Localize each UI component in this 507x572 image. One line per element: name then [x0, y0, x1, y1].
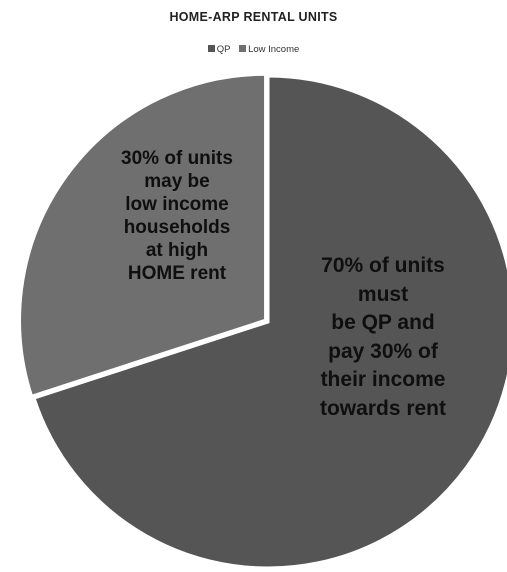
slice-label-low-income-line: HOME rent [127, 263, 227, 284]
slice-label-qp-line: towards rent [319, 396, 447, 420]
slice-label-qp: 70% of units must be QP and pay 30% of t… [283, 252, 483, 423]
slice-label-low-income-line: households [123, 217, 231, 238]
slice-label-qp-line: must [357, 282, 409, 306]
legend-label-low-income: Low Income [248, 44, 300, 55]
pie-slice-qp [32, 74, 507, 570]
legend-swatch-qp [207, 45, 215, 52]
legend-entry-low-income: Low Income [239, 44, 299, 55]
slice-label-low-income-line: may be [144, 171, 210, 192]
chart-title: HOME-ARP RENTAL UNITS [169, 10, 338, 24]
pie-slice-low-income [18, 72, 268, 399]
slice-label-low-income-line: at high [145, 240, 209, 261]
slice-label-qp-line: 70% of units [321, 254, 445, 277]
slice-label-qp-line: pay 30% of [328, 339, 438, 363]
slice-label-low-income: 30% of units may be low income household… [84, 147, 270, 285]
slice-label-qp-line: their income [320, 368, 446, 391]
legend-swatch-low-income [239, 45, 247, 52]
legend: QP Low Income [0, 44, 507, 55]
legend-entry-qp: QP [207, 44, 231, 55]
slice-label-low-income-line: low income [125, 194, 229, 215]
legend-label-qp: QP [216, 44, 231, 55]
slice-label-low-income-line: 30% of units [121, 148, 233, 169]
slice-label-qp-line: be QP and [331, 311, 435, 334]
